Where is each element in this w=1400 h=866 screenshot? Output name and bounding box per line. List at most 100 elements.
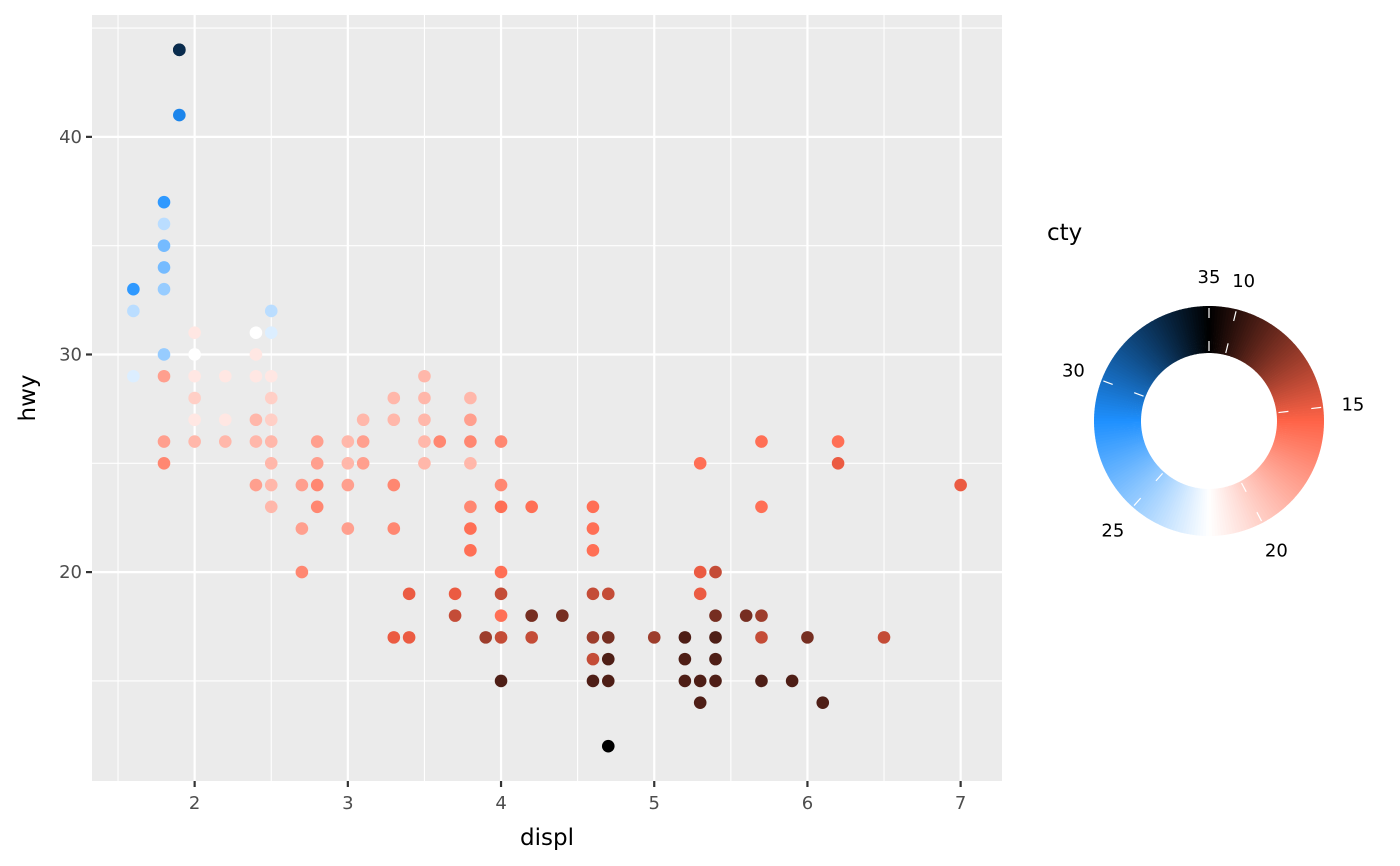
data-point: [188, 413, 201, 427]
legend-ring-segment: [1258, 341, 1295, 376]
data-point: [173, 108, 186, 122]
legend-ring-segment: [1094, 411, 1142, 418]
data-point: [387, 522, 401, 535]
legend-ring-segment: [1236, 482, 1259, 527]
data-point: [295, 478, 309, 492]
legend-ring-segment: [1102, 446, 1147, 468]
legend-ring-segment: [1217, 488, 1227, 536]
legend-ring-segment: [1196, 488, 1204, 536]
y-tick-label: 40: [59, 127, 82, 148]
legend-ring-segment: [1260, 346, 1299, 379]
data-point: [157, 217, 171, 231]
data-point: [801, 631, 814, 644]
data-point: [448, 587, 462, 601]
legend-ring-segment: [1143, 324, 1173, 365]
legend-ring-segment: [1245, 477, 1275, 518]
legend-ring-segment: [1176, 309, 1192, 356]
legend-ring-segment: [1115, 460, 1156, 492]
legend-ring-segment: [1215, 488, 1225, 536]
legend-ring-segment: [1230, 311, 1248, 357]
data-point: [494, 500, 508, 514]
data-point: [586, 674, 600, 688]
minor-gridlines: [92, 15, 1002, 781]
legend-ring-segment: [1112, 355, 1154, 384]
legend-ring-segment: [1265, 456, 1308, 485]
data-point: [249, 413, 263, 427]
data-point: [877, 631, 891, 644]
data-point: [586, 522, 600, 535]
legend-ring-segment: [1233, 313, 1254, 359]
legend-ring-segment: [1266, 358, 1308, 386]
legend-ring-segment: [1121, 464, 1159, 498]
legend-ring-segment: [1253, 333, 1287, 371]
data-point: [218, 435, 232, 448]
major-gridlines: [92, 15, 1002, 781]
legend-ring-segment: [1097, 390, 1144, 406]
data-point: [494, 478, 508, 492]
legend-ring-segment: [1250, 329, 1282, 369]
data-point: [341, 478, 355, 492]
legend-ring-segment: [1261, 348, 1301, 380]
data-point: [586, 631, 600, 644]
legend-ring-segment: [1184, 487, 1197, 535]
legend-ring-segment: [1185, 307, 1197, 355]
data-point: [755, 674, 768, 688]
data-point: [387, 391, 401, 405]
legend-ring-segment: [1112, 457, 1153, 487]
legend-ring-segment: [1219, 487, 1230, 535]
data-point: [218, 413, 232, 427]
legend-ring-segment: [1193, 488, 1202, 536]
legend-ring-segment: [1214, 306, 1222, 354]
data-point: [494, 587, 508, 601]
legend-ring-segment: [1259, 465, 1297, 499]
legend-ring-segment: [1095, 431, 1143, 442]
legend-ring-segment: [1097, 438, 1144, 454]
legend-ring-segment: [1228, 310, 1245, 357]
data-point: [341, 522, 355, 535]
data-point: [264, 456, 278, 470]
legend-ring-segment: [1276, 426, 1324, 434]
legend-ring-segment: [1190, 488, 1201, 536]
legend-ring-segment: [1271, 445, 1317, 466]
data-point: [249, 326, 263, 340]
legend-ring-segment: [1243, 321, 1270, 364]
legend-ring-segment: [1100, 443, 1146, 463]
legend-ring-segment: [1217, 306, 1228, 354]
data-point: [310, 456, 324, 470]
legend-ring-segment: [1136, 473, 1168, 513]
legend-ring-segment: [1244, 478, 1272, 520]
legend-ring-segment: [1268, 366, 1312, 391]
legend-ring-segment: [1271, 376, 1317, 397]
legend-ring-segment: [1202, 488, 1208, 536]
x-tick-label: 4: [495, 793, 506, 814]
legend-ring-segment: [1151, 479, 1177, 523]
legend-ring-segment: [1233, 483, 1254, 529]
legend-ring-segment: [1251, 331, 1285, 370]
legend-ring-segment: [1255, 337, 1291, 374]
legend-ring-segment: [1188, 307, 1199, 355]
data-point: [709, 609, 722, 622]
legend-ring-segment: [1136, 329, 1168, 369]
legend-ring-segment: [1156, 317, 1180, 361]
data-point: [264, 435, 278, 448]
legend-tick: [1311, 406, 1322, 410]
legend-label: 30: [1062, 361, 1085, 382]
legend-ring-segment: [1125, 467, 1161, 503]
data-point: [188, 348, 201, 361]
legend-ring-segment: [1242, 478, 1270, 521]
legend-ring-segment: [1094, 420, 1142, 425]
legend-ring-segment: [1275, 394, 1322, 408]
data-point: [341, 456, 355, 470]
data-point: [157, 195, 171, 209]
legend-ring-segment: [1113, 459, 1154, 489]
legend-ring-segment: [1132, 333, 1166, 371]
data-point: [157, 261, 171, 274]
legend-ring-segment: [1127, 468, 1163, 505]
data-point: [418, 413, 431, 427]
legend-ring-segment: [1212, 306, 1219, 354]
legend-ring-segment: [1260, 463, 1299, 497]
legend-ring-segment: [1134, 331, 1167, 370]
legend-ring-segment: [1266, 455, 1309, 482]
legend-label: 15: [1341, 395, 1364, 416]
